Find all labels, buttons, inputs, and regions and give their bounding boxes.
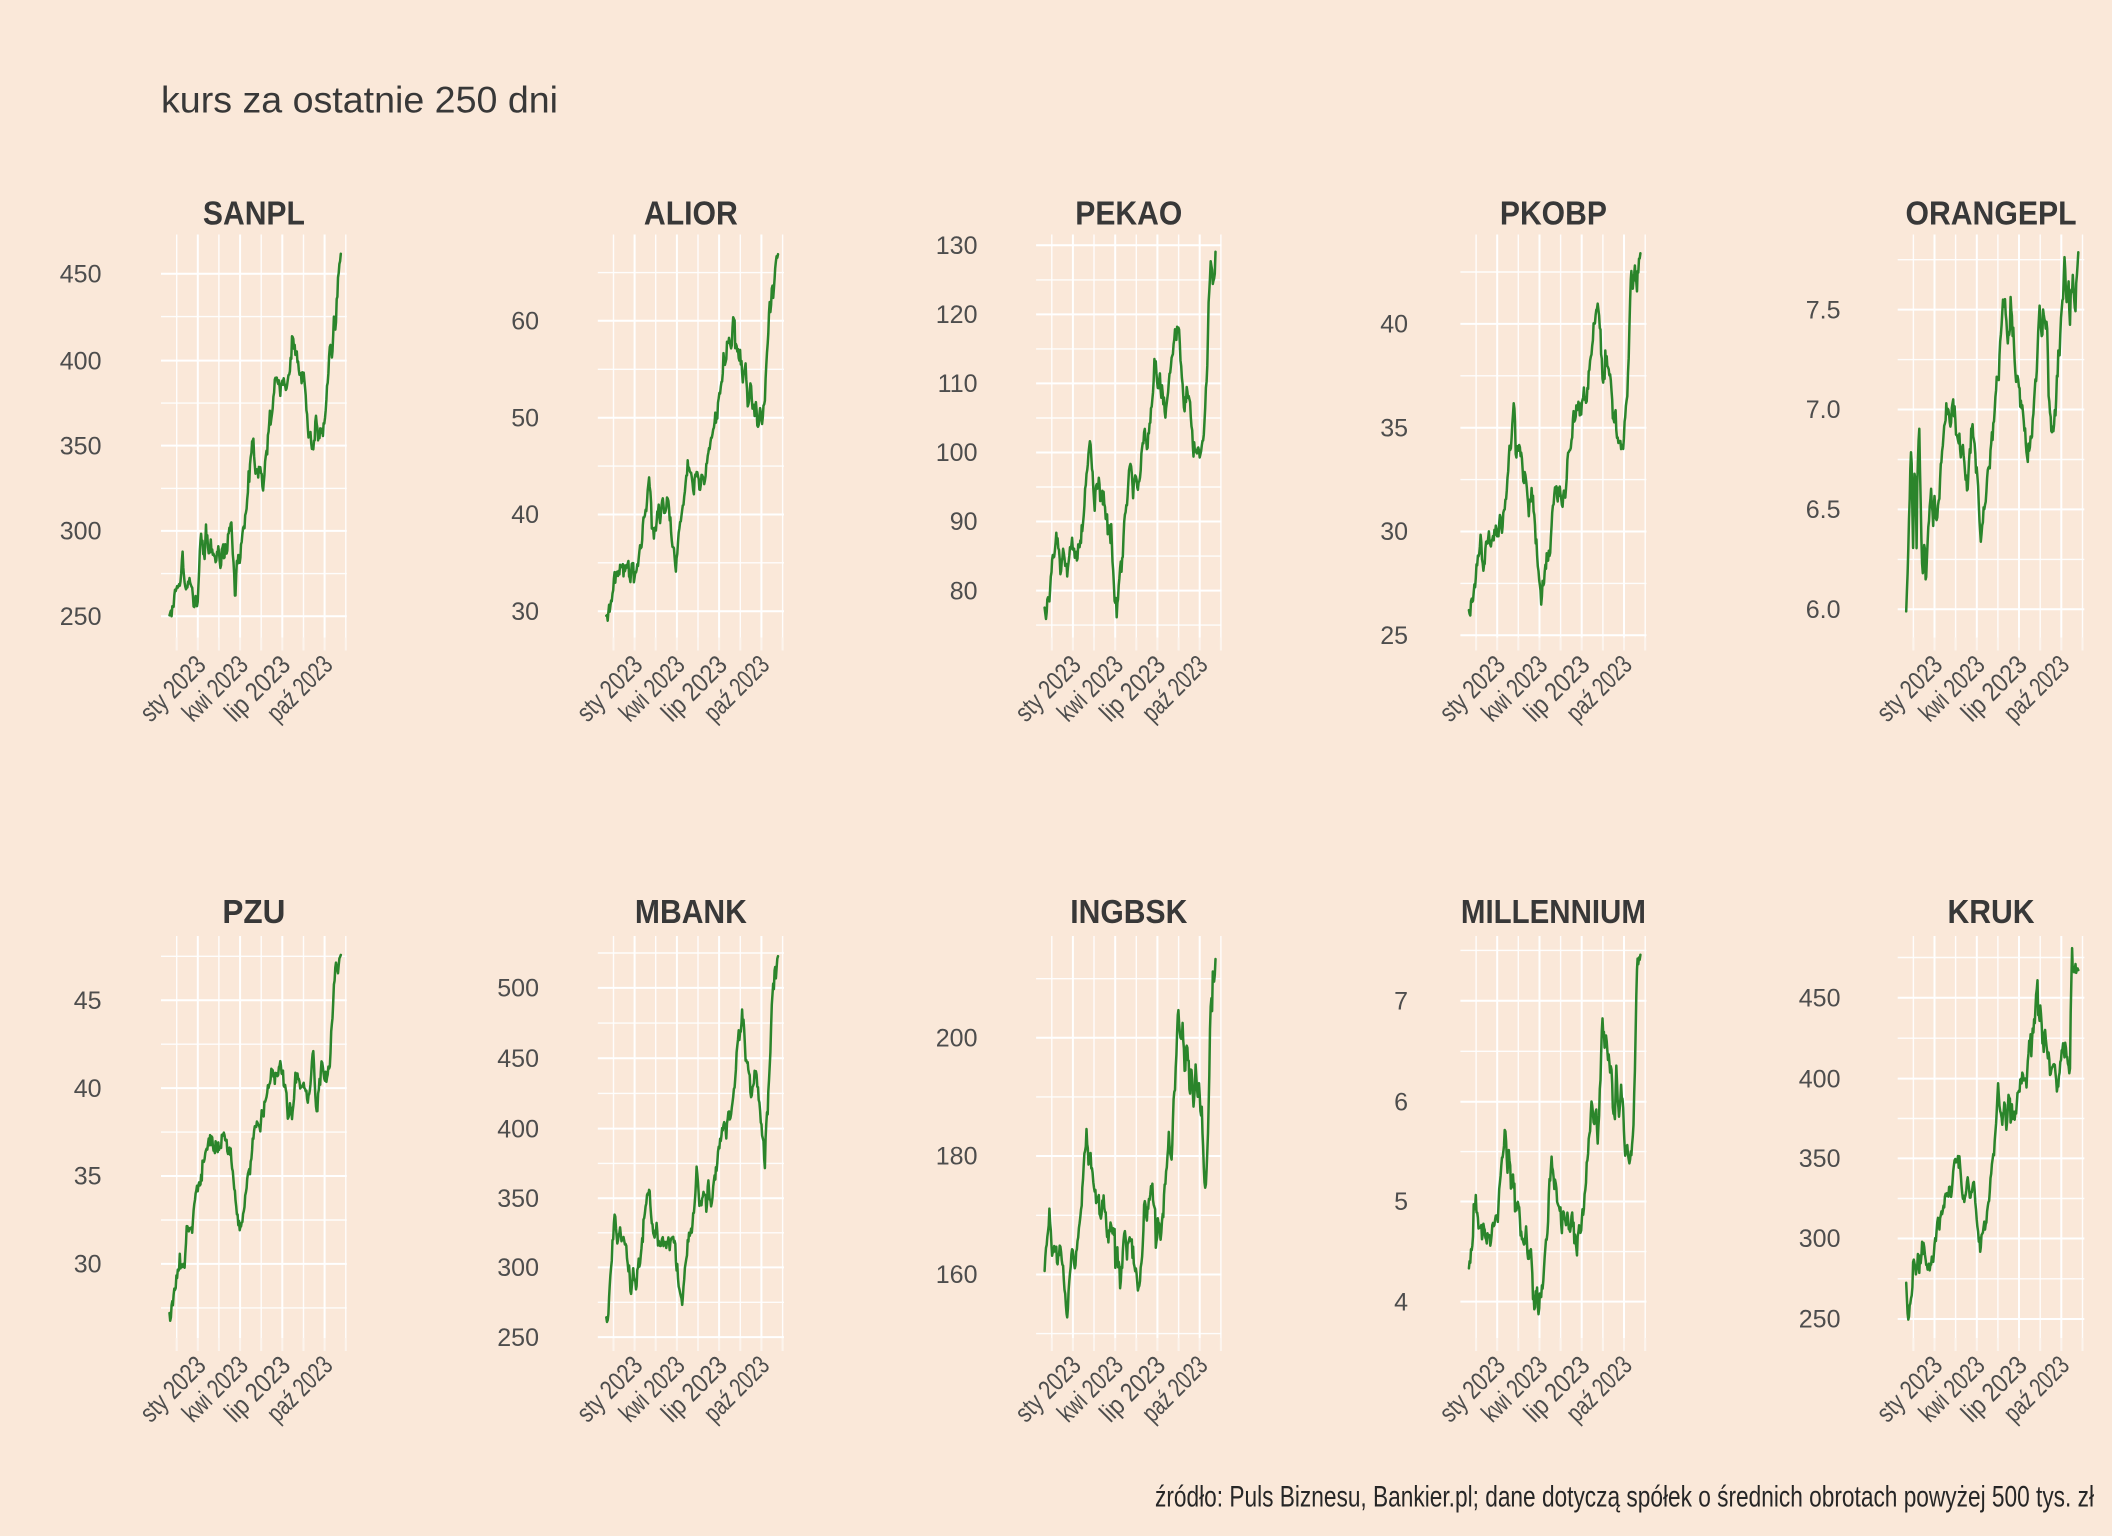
svg-text:60: 60 [511, 308, 539, 336]
svg-text:6.0: 6.0 [1806, 596, 1841, 624]
svg-text:450: 450 [497, 1045, 539, 1073]
svg-text:4: 4 [1394, 1288, 1408, 1316]
svg-text:30: 30 [1380, 518, 1408, 546]
svg-text:30: 30 [74, 1251, 102, 1279]
svg-text:450: 450 [1799, 984, 1841, 1012]
svg-text:25: 25 [1380, 622, 1408, 650]
svg-text:350: 350 [497, 1185, 539, 1213]
svg-text:PEKAO: PEKAO [1075, 195, 1182, 232]
svg-text:400: 400 [497, 1115, 539, 1143]
svg-text:300: 300 [1799, 1225, 1841, 1253]
svg-text:130: 130 [936, 232, 978, 260]
svg-text:źródło: Puls Biznesu, Bankier.: źródło: Puls Biznesu, Bankier.pl; dane d… [1155, 1480, 2094, 1513]
svg-text:40: 40 [1380, 311, 1408, 339]
svg-text:PKOBP: PKOBP [1500, 195, 1607, 232]
svg-text:500: 500 [497, 975, 539, 1003]
svg-text:160: 160 [936, 1261, 978, 1289]
svg-text:90: 90 [950, 508, 978, 536]
svg-text:ALIOR: ALIOR [644, 195, 738, 232]
svg-text:INGBSK: INGBSK [1070, 893, 1187, 930]
svg-text:40: 40 [511, 501, 539, 529]
svg-text:45: 45 [74, 987, 102, 1015]
svg-text:7: 7 [1394, 988, 1408, 1016]
svg-text:35: 35 [1380, 414, 1408, 442]
svg-text:400: 400 [60, 347, 102, 375]
svg-text:350: 350 [60, 432, 102, 460]
svg-text:180: 180 [936, 1143, 978, 1171]
svg-text:ORANGEPL: ORANGEPL [1906, 195, 2077, 232]
svg-text:SANPL: SANPL [203, 195, 305, 232]
svg-text:350: 350 [1799, 1145, 1841, 1173]
svg-text:kurs za ostatnie 250 dni: kurs za ostatnie 250 dni [161, 80, 558, 121]
svg-text:200: 200 [936, 1025, 978, 1053]
svg-text:KRUK: KRUK [1948, 893, 2035, 930]
svg-text:7.0: 7.0 [1806, 396, 1841, 424]
svg-text:7.5: 7.5 [1806, 296, 1841, 324]
svg-text:35: 35 [74, 1163, 102, 1191]
svg-text:80: 80 [950, 577, 978, 605]
svg-text:250: 250 [60, 603, 102, 631]
svg-text:40: 40 [74, 1075, 102, 1103]
svg-text:50: 50 [511, 404, 539, 432]
svg-text:250: 250 [497, 1324, 539, 1352]
svg-text:30: 30 [511, 598, 539, 626]
svg-text:6.5: 6.5 [1806, 496, 1841, 524]
svg-text:300: 300 [60, 518, 102, 546]
svg-text:250: 250 [1799, 1306, 1841, 1334]
svg-text:PZU: PZU [222, 893, 285, 930]
svg-text:5: 5 [1394, 1188, 1408, 1216]
svg-text:100: 100 [936, 439, 978, 467]
svg-text:300: 300 [497, 1254, 539, 1282]
svg-text:450: 450 [60, 261, 102, 289]
svg-text:400: 400 [1799, 1065, 1841, 1093]
svg-text:120: 120 [936, 301, 978, 329]
svg-text:6: 6 [1394, 1088, 1408, 1116]
svg-text:MILLENNIUM: MILLENNIUM [1461, 893, 1646, 930]
svg-text:MBANK: MBANK [635, 893, 747, 930]
svg-text:110: 110 [938, 370, 978, 398]
